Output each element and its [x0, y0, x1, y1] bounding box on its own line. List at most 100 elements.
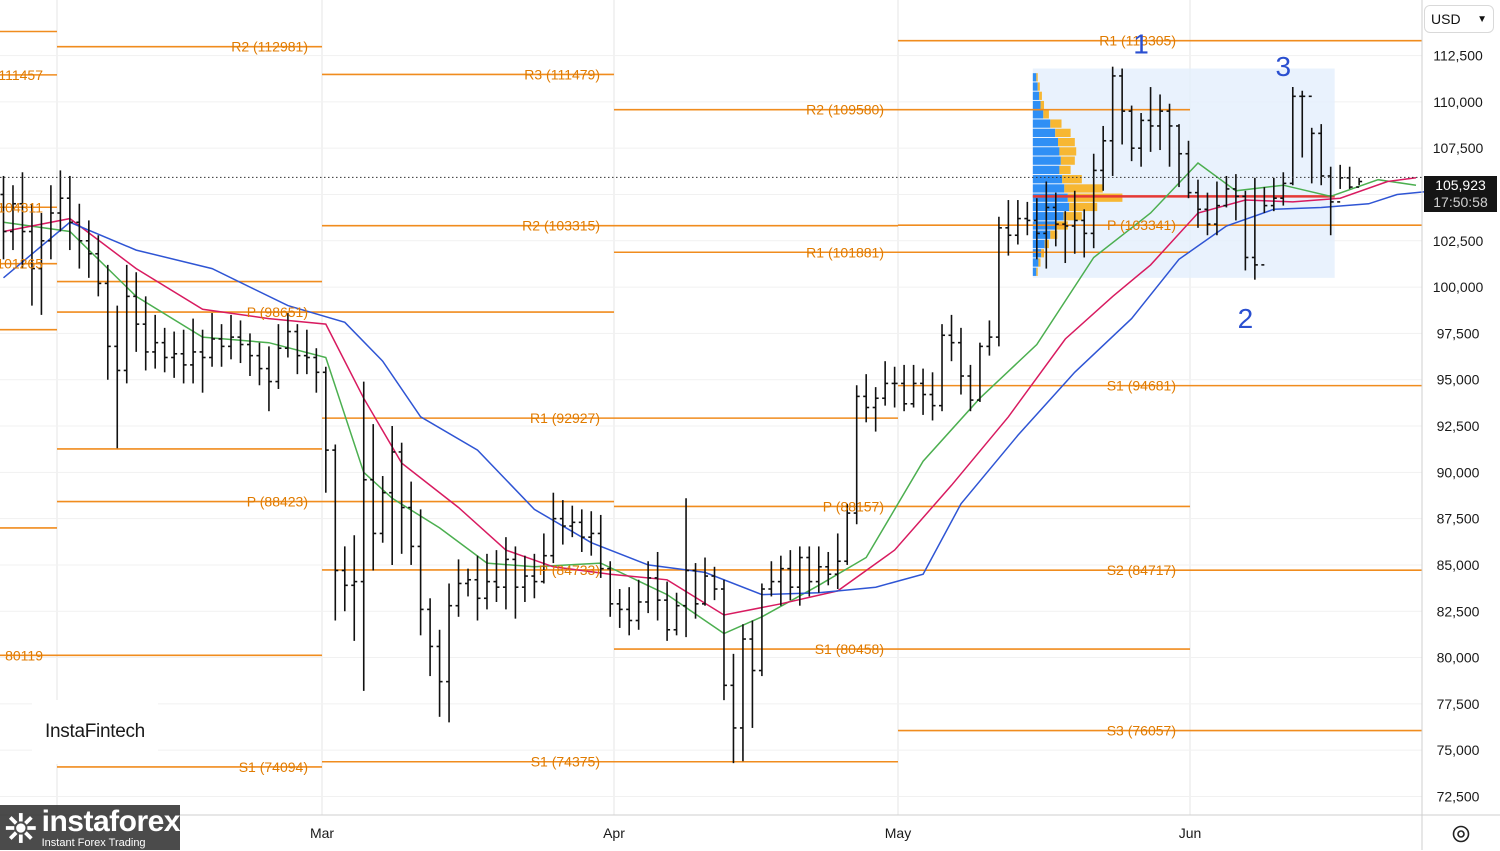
price-bar: [398, 442, 405, 554]
price-bar: [758, 583, 765, 677]
current-price-tag: 105,923 17:50:58: [1424, 176, 1497, 212]
price-bar: [57, 170, 64, 232]
price-bar: [863, 374, 870, 423]
volume-profile-bar: [1037, 82, 1040, 91]
settings-gear-icon: [1452, 825, 1470, 843]
price-bar: [408, 481, 415, 565]
y-tick-label: 72,500: [1437, 788, 1480, 804]
price-bar: [768, 561, 775, 597]
price-bar: [635, 579, 642, 630]
price-bar: [436, 629, 443, 717]
volume-profile-bar: [1032, 110, 1044, 119]
price-bar: [474, 555, 481, 621]
price-bar: [171, 331, 178, 378]
price-bar: [957, 327, 964, 395]
price-bar: [673, 592, 680, 636]
price-bar: [995, 216, 1002, 347]
volume-profile-bar: [1059, 147, 1077, 156]
volume-profile-bar: [1050, 230, 1058, 239]
price-bar: [427, 598, 434, 677]
price-bar: [683, 498, 690, 638]
price-bar: [1299, 90, 1306, 158]
price-bar: [19, 172, 26, 269]
pivot-level-label: 80119: [5, 647, 43, 663]
price-bar: [1185, 140, 1192, 199]
y-tick-label: 107,500: [1433, 140, 1484, 156]
price-bar: [1176, 124, 1183, 188]
price-bar: [389, 426, 396, 565]
pivot-level-label: S2 (84717): [1107, 562, 1176, 578]
price-bar: [749, 620, 756, 728]
y-tick-label: 95,000: [1437, 372, 1480, 388]
price-bar: [521, 555, 528, 602]
price-bar: [607, 561, 614, 617]
price-bar: [123, 264, 130, 384]
pivot-level-label: P (88423): [247, 494, 308, 510]
price-bar: [626, 587, 633, 636]
volume-profile-bar: [1038, 258, 1041, 267]
price-bar: [341, 546, 348, 612]
price-bar: [417, 509, 424, 636]
price-bar: [550, 492, 557, 564]
volume-profile-bar: [1069, 202, 1098, 212]
price-bar: [483, 553, 490, 610]
volume-profile-bar: [1032, 165, 1060, 175]
pivot-level-label: R2 (103315): [522, 218, 600, 234]
price-bar: [493, 550, 500, 602]
price-bar: [1318, 124, 1325, 186]
volume-profile-bar: [1032, 239, 1045, 249]
price-bar: [142, 296, 149, 371]
price-bar: [455, 559, 462, 617]
volume-profile-bar: [1032, 137, 1059, 147]
price-bar: [152, 314, 159, 369]
price-bar: [38, 213, 45, 315]
y-tick-label: 97,500: [1437, 325, 1480, 341]
currency-select[interactable]: USD ▼: [1424, 5, 1494, 33]
price-bar: [986, 320, 993, 356]
price-bar: [1356, 177, 1363, 188]
volume-profile-bar: [1043, 110, 1049, 119]
price-bar: [294, 324, 301, 375]
y-tick-label: 87,500: [1437, 511, 1480, 527]
price-bar: [0, 175, 7, 260]
y-tick-label: 80,000: [1437, 650, 1480, 666]
volume-profile-bar: [1041, 249, 1045, 258]
price-bar: [645, 561, 652, 614]
price-bar: [1213, 181, 1220, 236]
price-bar: [1166, 103, 1173, 167]
volume-profile: [1032, 68, 1335, 278]
price-bar: [1090, 153, 1097, 249]
price-bar: [815, 546, 822, 593]
price-bar: [588, 511, 595, 556]
price-bar: [910, 364, 917, 408]
settings-button[interactable]: [1449, 822, 1473, 846]
price-bar: [275, 324, 282, 389]
price-bar: [939, 324, 946, 412]
price-bar: [787, 550, 794, 601]
price-bar: [711, 566, 718, 601]
price-bar: [1289, 87, 1296, 186]
price-bar: [1204, 192, 1211, 236]
price-bar: [872, 387, 879, 432]
x-tick-label: Mar: [310, 825, 334, 841]
price-bar: [332, 444, 339, 621]
price-bar: [1194, 179, 1201, 228]
price-bar: [66, 175, 73, 251]
price-bar: [1157, 94, 1164, 151]
price-bar: [512, 546, 519, 619]
x-tick-label: Jun: [1179, 825, 1202, 841]
price-bar: [976, 342, 983, 402]
pivot-level-label: R1 (101881): [806, 244, 884, 260]
pivot-level-label: 104311: [0, 199, 43, 215]
price-bar: [739, 624, 746, 762]
volume-profile-bar: [1064, 184, 1103, 193]
price-bar: [1081, 209, 1088, 258]
price-bar: [322, 366, 329, 493]
price-bar: [1327, 166, 1334, 236]
chevron-down-icon: ▼: [1477, 13, 1487, 25]
price-bar: [47, 185, 54, 260]
x-tick-label: May: [885, 825, 911, 841]
price-bar: [1119, 68, 1126, 145]
price-bar: [190, 318, 197, 384]
